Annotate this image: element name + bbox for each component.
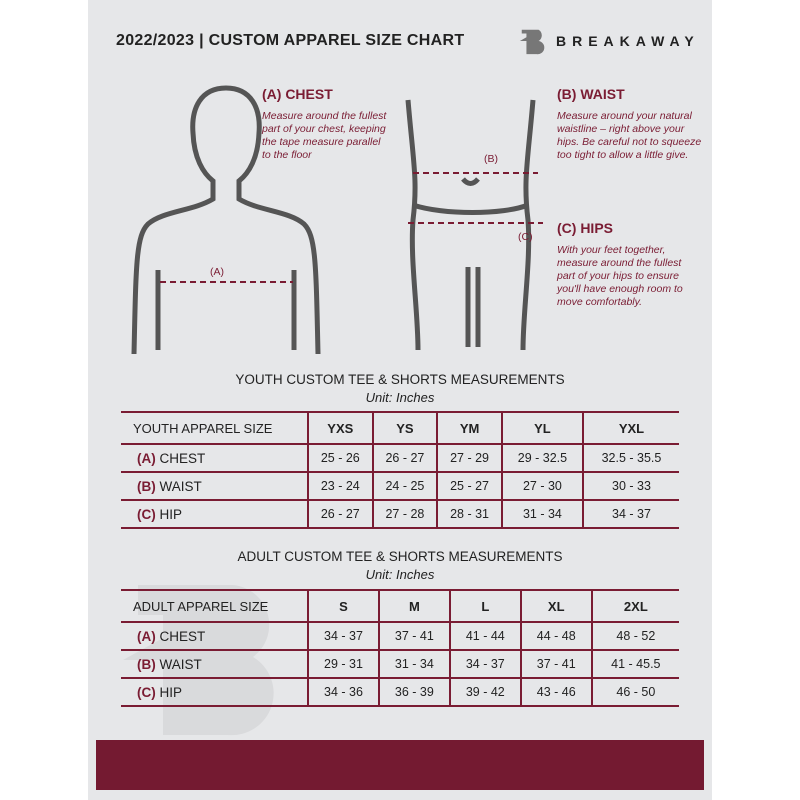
youth-table-title: YOUTH CUSTOM TEE & SHORTS MEASUREMENTS	[235, 372, 565, 387]
hips-heading: (C) HIPS	[557, 220, 613, 236]
size-header: YL	[500, 411, 583, 445]
measurement-code: (A)	[137, 628, 156, 644]
measurement-code: (C)	[137, 506, 156, 522]
waist-marker: (B)	[484, 153, 498, 165]
hips-description: With your feet together, measure around …	[557, 244, 683, 308]
table-header-row: ADULT APPAREL SIZE S M L XL 2XL	[121, 589, 679, 623]
breakaway-logo-icon	[519, 29, 545, 55]
size-label: YOUTH APPAREL SIZE	[121, 411, 308, 445]
measurement-name: HIP	[159, 506, 183, 522]
measurement-name: WAIST	[159, 656, 202, 672]
measurement-label: (A) CHEST	[121, 621, 308, 651]
size-header: YXS	[307, 411, 373, 445]
measurement-value: 25 - 26	[307, 443, 373, 473]
measurement-value: 37 - 41	[519, 649, 592, 679]
table-row: (C) HIP 34 - 36 36 - 39 39 - 42 43 - 46 46 - …	[121, 677, 679, 707]
measurement-value: 29 - 31	[307, 649, 379, 679]
size-header: XL	[519, 589, 592, 623]
measurement-value: 48 - 52	[590, 621, 679, 651]
footer-band	[96, 740, 704, 790]
measurement-value: 34 - 37	[448, 649, 521, 679]
measurement-value: 24 - 25	[371, 471, 438, 501]
size-header: 2XL	[590, 589, 679, 623]
table-row: (A) CHEST 34 - 37 37 - 41 41 - 44 44 - 48 48 …	[121, 621, 679, 651]
hips-marker: (C)	[518, 231, 533, 243]
measurement-value: 32.5 - 35.5	[581, 443, 679, 473]
measurement-value: 34 - 37	[307, 621, 379, 651]
size-chart-page: 2022/2023 | CUSTOM APPAREL SIZE CHART BR…	[88, 0, 712, 800]
adult-table-title: ADULT CUSTOM TEE & SHORTS MEASUREMENTS	[237, 549, 563, 564]
chest-heading: (A) CHEST	[262, 86, 333, 102]
measurement-value: 46 - 50	[590, 677, 679, 707]
waist-description: Measure around your natural waistline – …	[557, 110, 702, 161]
measurement-code: (B)	[137, 478, 156, 494]
measurement-value: 29 - 32.5	[500, 443, 583, 473]
youth-unit: Unit: Inches	[365, 390, 435, 405]
chest-marker: (A)	[210, 266, 224, 278]
measurement-value: 34 - 36	[307, 677, 379, 707]
measurement-value: 31 - 34	[500, 499, 583, 529]
adult-unit: Unit: Inches	[365, 567, 435, 582]
measurement-value: 26 - 27	[371, 443, 438, 473]
measurement-value: 43 - 46	[519, 677, 592, 707]
measurement-value: 25 - 27	[436, 471, 502, 501]
measurement-name: CHEST	[159, 628, 206, 644]
measurement-name: WAIST	[159, 478, 202, 494]
table-header-row: YOUTH APPAREL SIZE YXS YS YM YL YXL	[121, 411, 679, 445]
measurement-label: (A) CHEST	[121, 443, 308, 473]
waist-heading: (B) WAIST	[557, 86, 625, 102]
table-row: (B) WAIST 23 - 24 24 - 25 25 - 27 27 - 30 30 …	[121, 471, 679, 501]
measurement-value: 39 - 42	[448, 677, 521, 707]
measurement-value: 27 - 30	[500, 471, 583, 501]
size-header: M	[377, 589, 450, 623]
size-header: YM	[436, 411, 502, 445]
adult-size-table: ADULT APPAREL SIZE S M L XL 2XL (A) CHEST 34 - …	[121, 589, 679, 707]
measurement-value: 23 - 24	[307, 471, 373, 501]
chest-description: Measure around the fullest part of your …	[262, 110, 387, 161]
measurement-value: 44 - 48	[519, 621, 592, 651]
measurement-value: 27 - 28	[371, 499, 438, 529]
measurement-label: (C) HIP	[121, 499, 308, 529]
brand-name: BREAKAWAY	[556, 33, 700, 49]
measurement-value: 28 - 31	[436, 499, 502, 529]
measurement-code: (A)	[137, 450, 156, 466]
table-row: (A) CHEST 25 - 26 26 - 27 27 - 29 29 - 32.5 3…	[121, 443, 679, 473]
size-label: ADULT APPAREL SIZE	[121, 589, 308, 623]
table-row: (C) HIP 26 - 27 27 - 28 28 - 31 31 - 34 34 - …	[121, 499, 679, 529]
measurement-value: 31 - 34	[377, 649, 450, 679]
measurement-code: (C)	[137, 684, 156, 700]
measurement-name: CHEST	[159, 450, 206, 466]
size-header: YS	[371, 411, 438, 445]
table-row: (B) WAIST 29 - 31 31 - 34 34 - 37 37 - 41 41 …	[121, 649, 679, 679]
measurement-value: 37 - 41	[377, 621, 450, 651]
measurement-value: 30 - 33	[581, 471, 679, 501]
lower-body-illustration	[405, 99, 543, 351]
measurement-name: HIP	[159, 684, 183, 700]
measurement-value: 41 - 44	[448, 621, 521, 651]
measurement-value: 36 - 39	[377, 677, 450, 707]
size-header: S	[307, 589, 379, 623]
measurement-value: 26 - 27	[307, 499, 373, 529]
measurement-label: (C) HIP	[121, 677, 308, 707]
measurement-label: (B) WAIST	[121, 649, 308, 679]
size-header: L	[448, 589, 521, 623]
size-header: YXL	[581, 411, 679, 445]
measurement-value: 27 - 29	[436, 443, 502, 473]
measurement-label: (B) WAIST	[121, 471, 308, 501]
measurement-code: (B)	[137, 656, 156, 672]
measurement-value: 34 - 37	[581, 499, 679, 529]
measurement-value: 41 - 45.5	[590, 649, 679, 679]
upper-body-illustration	[131, 85, 321, 355]
page-title: 2022/2023 | CUSTOM APPAREL SIZE CHART	[116, 32, 465, 49]
youth-size-table: YOUTH APPAREL SIZE YXS YS YM YL YXL (A) CHEST 2…	[121, 411, 679, 529]
